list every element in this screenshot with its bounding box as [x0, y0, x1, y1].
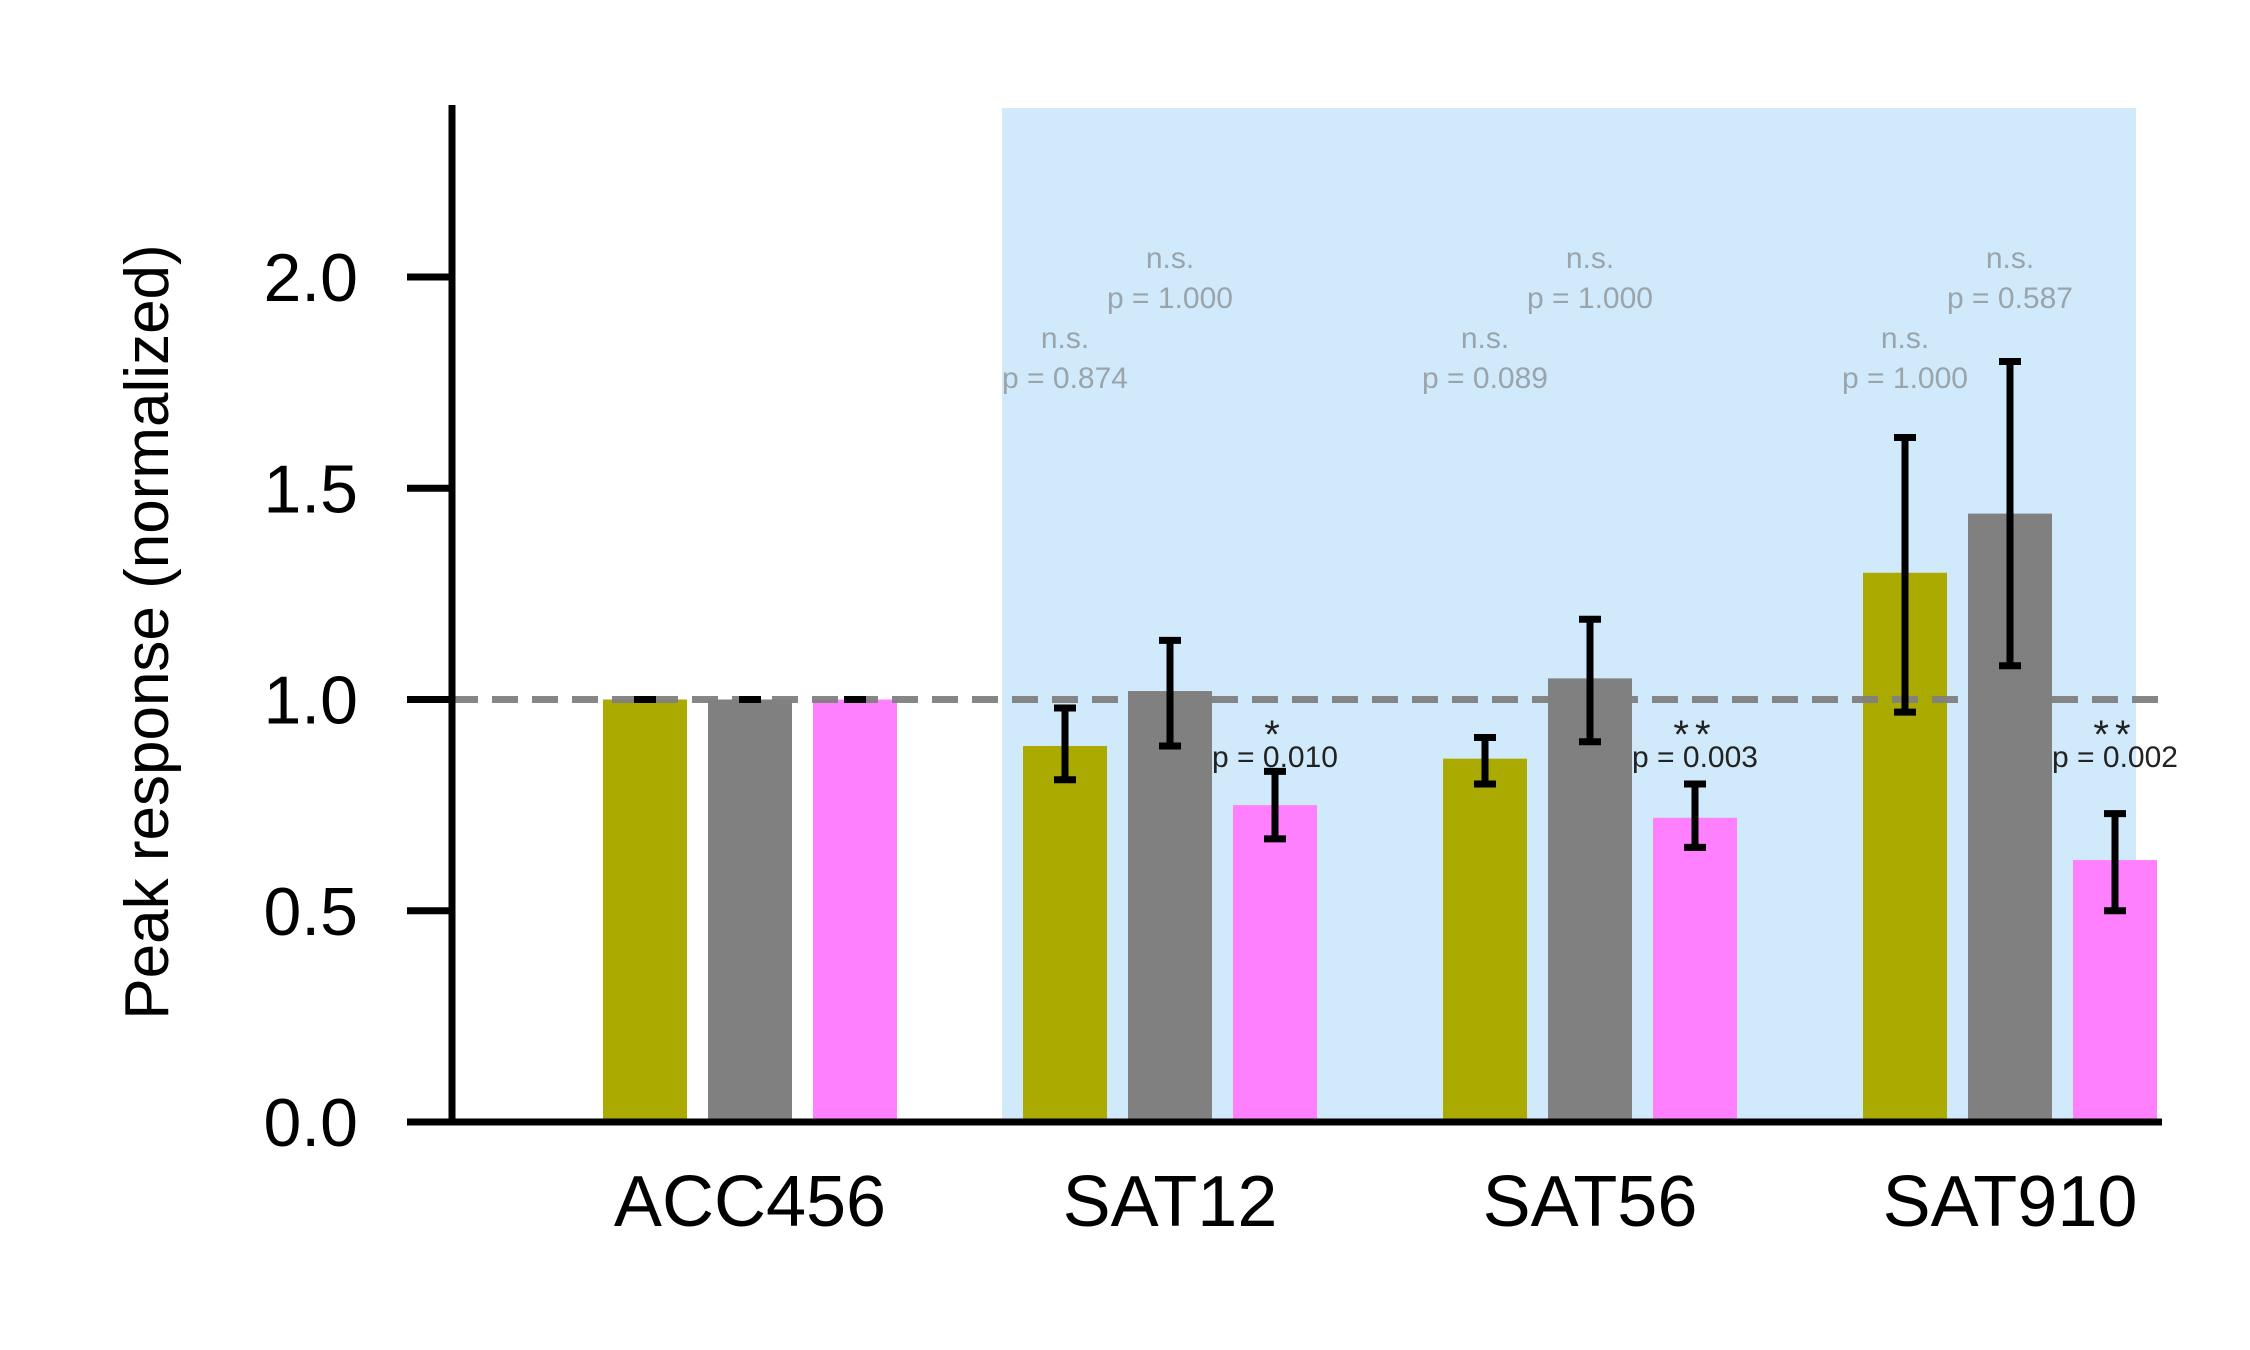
annotation-p-value: p = 0.002: [2052, 741, 2178, 774]
annotation-p-value: p = 0.587: [1947, 282, 2073, 315]
error-bar-SAT910-1: [1999, 358, 2021, 670]
annotation-p-value: p = 1.000: [1527, 282, 1653, 315]
x-tick-label: SAT12: [1063, 1162, 1278, 1242]
bars-layer: [603, 513, 2157, 1122]
bar-ACC456-2: [813, 699, 897, 1122]
annotation-sig-label: n.s.: [1041, 322, 1089, 355]
annotation-SAT12-2: *p = 0.010: [1212, 713, 1338, 774]
y-tick-label: 1.5: [263, 451, 358, 527]
annotations-layer: n.s. p = 0.874 n.s. p = 1.000 *p = 0.010 n.s.…: [1002, 242, 2178, 774]
y-tick-label: 1.0: [263, 663, 358, 739]
error-bar-SAT910-0: [1894, 434, 1916, 716]
x-tick-label: ACC456: [614, 1162, 886, 1242]
error-bar-SAT56-2: [1684, 780, 1706, 851]
bar-SAT12-1: [1128, 691, 1212, 1122]
annotation-SAT910-0: n.s. p = 1.000: [1842, 322, 1968, 395]
axes-layer: 0.0 0.5 1.0 1.5 2.0 ACC456 SAT12 SAT56 SAT910: [263, 105, 2162, 1242]
annotation-SAT12-1: n.s. p = 1.000: [1107, 242, 1233, 315]
y-tick-label: 2.0: [263, 240, 358, 316]
annotation-sig-label: n.s.: [1146, 242, 1194, 275]
y-tick-label: 0.5: [263, 874, 358, 950]
annotation-sig-label: *: [1264, 713, 1286, 757]
annotation-sig-label: **: [1673, 713, 1716, 757]
x-tick-label: SAT56: [1483, 1162, 1698, 1242]
bar-SAT56-0: [1443, 758, 1527, 1122]
bar-ACC456-1: [708, 699, 792, 1122]
annotation-sig-label: n.s.: [1566, 242, 1614, 275]
x-tick-label: SAT910: [1883, 1162, 2138, 1242]
bar-SAT56-1: [1548, 678, 1632, 1122]
bar-ACC456-0: [603, 699, 687, 1122]
annotation-SAT12-0: n.s. p = 0.874: [1002, 322, 1128, 395]
error-bar-SAT56-1: [1579, 615, 1601, 746]
error-bar-SAT12-2: [1264, 767, 1286, 843]
annotation-p-value: p = 0.003: [1632, 741, 1758, 774]
annotation-SAT56-2: **p = 0.003: [1632, 713, 1758, 774]
annotation-p-value: p = 1.000: [1107, 282, 1233, 315]
annotation-p-value: p = 0.010: [1212, 741, 1338, 774]
bar-SAT12-0: [1023, 745, 1107, 1122]
annotation-SAT910-2: **p = 0.002: [2052, 713, 2178, 774]
annotation-p-value: p = 1.000: [1842, 362, 1968, 395]
annotation-sig-label: n.s.: [1881, 322, 1929, 355]
annotation-p-value: p = 0.089: [1422, 362, 1548, 395]
error-bar-SAT56-0: [1474, 734, 1496, 788]
error-bar-SAT910-2: [2104, 810, 2126, 915]
bar-SAT12-2: [1233, 805, 1317, 1122]
annotation-SAT56-0: n.s. p = 0.089: [1422, 322, 1548, 395]
error-bar-SAT12-0: [1054, 704, 1076, 784]
annotation-SAT56-1: n.s. p = 1.000: [1527, 242, 1653, 315]
annotation-sig-label: n.s.: [1986, 242, 2034, 275]
y-axis-label: Peak response (normalized): [113, 244, 182, 1019]
y-tick-label: 0.0: [263, 1085, 358, 1161]
error-bars-layer: [634, 358, 2126, 915]
annotation-sig-label: **: [2093, 713, 2136, 757]
annotation-SAT910-1: n.s. p = 0.587: [1947, 242, 2073, 315]
error-bar-SAT12-1: [1159, 636, 1181, 750]
annotation-p-value: p = 0.874: [1002, 362, 1128, 395]
annotation-sig-label: n.s.: [1461, 322, 1509, 355]
bar-SAT56-2: [1653, 817, 1737, 1122]
